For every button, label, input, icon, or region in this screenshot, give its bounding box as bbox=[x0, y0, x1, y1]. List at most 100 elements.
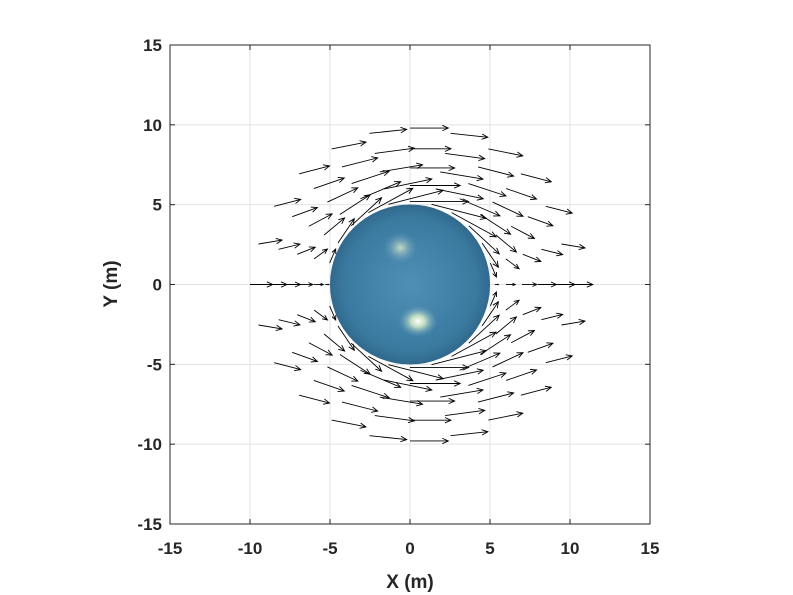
velocity-arrow bbox=[506, 188, 538, 201]
y-tick-label: 5 bbox=[153, 196, 162, 215]
velocity-arrow bbox=[495, 316, 518, 335]
velocity-arrow bbox=[410, 397, 456, 405]
velocity-arrow bbox=[505, 258, 520, 270]
velocity-arrow bbox=[435, 368, 485, 381]
velocity-arrow bbox=[510, 225, 536, 240]
x-tick-label: 5 bbox=[485, 539, 494, 558]
velocity-arrow bbox=[492, 201, 524, 217]
y-tick-label: 0 bbox=[153, 276, 162, 295]
velocity-arrow bbox=[329, 305, 337, 322]
velocity-arrow bbox=[368, 356, 414, 382]
velocity-arrow bbox=[410, 364, 470, 371]
velocity-arrow bbox=[495, 234, 518, 253]
velocity-arrow bbox=[278, 242, 301, 250]
velocity-arrow bbox=[374, 145, 416, 154]
velocity-arrow bbox=[323, 217, 346, 236]
velocity-arrow bbox=[313, 176, 346, 189]
velocity-arrow bbox=[468, 183, 507, 198]
velocity-arrow bbox=[274, 197, 302, 207]
velocity-arrow bbox=[481, 300, 500, 327]
x-tick-label: -15 bbox=[158, 539, 183, 558]
velocity-arrow bbox=[379, 396, 424, 407]
velocity-arrow bbox=[445, 152, 486, 161]
y-tick-label: -10 bbox=[137, 435, 162, 454]
velocity-arrow bbox=[308, 213, 334, 227]
velocity-arrow bbox=[527, 342, 554, 353]
velocity-arrow bbox=[541, 248, 564, 257]
velocity-arrow bbox=[350, 196, 383, 227]
velocity-arrow bbox=[522, 306, 542, 316]
velocity-arrow bbox=[339, 194, 372, 215]
velocity-arrow bbox=[510, 329, 536, 344]
velocity-arrow bbox=[410, 124, 450, 132]
velocity-arrow bbox=[297, 314, 317, 323]
sphere-obstacle bbox=[330, 204, 490, 365]
axes bbox=[169, 44, 651, 525]
velocity-arrow bbox=[451, 212, 498, 238]
x-tick-label: -10 bbox=[238, 539, 263, 558]
velocity-arrow bbox=[374, 415, 416, 424]
velocity-arrow bbox=[459, 198, 501, 217]
velocity-arrow bbox=[468, 225, 501, 255]
velocity-arrow bbox=[313, 380, 346, 393]
velocity-arrow bbox=[292, 351, 319, 363]
velocity-arrow bbox=[341, 401, 379, 413]
velocity-arrow bbox=[481, 242, 500, 269]
velocity-arrow bbox=[506, 368, 538, 381]
velocity-arrow bbox=[360, 181, 402, 200]
velocity-arrow bbox=[350, 342, 383, 373]
y-tick-label: 15 bbox=[143, 36, 162, 55]
velocity-arrow bbox=[489, 262, 497, 279]
y-tick-label: 10 bbox=[143, 116, 162, 135]
velocity-arrow bbox=[489, 290, 497, 307]
velocity-arrow bbox=[369, 435, 408, 443]
velocity-arrow bbox=[488, 411, 524, 421]
velocity-arrow bbox=[308, 342, 334, 356]
velocity-arrow bbox=[410, 417, 453, 424]
velocity-arrow bbox=[520, 173, 553, 184]
velocity-arrow bbox=[479, 214, 512, 235]
velocity-arrow bbox=[561, 243, 587, 251]
velocity-arrow bbox=[570, 281, 594, 288]
velocity-arrow bbox=[477, 166, 515, 178]
y-tick-label: -5 bbox=[147, 355, 162, 374]
velocity-arrow bbox=[351, 170, 391, 184]
velocity-arrow bbox=[468, 314, 501, 344]
velocity-arrow bbox=[494, 283, 500, 286]
velocity-arrow bbox=[331, 419, 368, 429]
velocity-arrow bbox=[450, 429, 489, 437]
velocity-arrow bbox=[327, 366, 359, 382]
velocity-arrow bbox=[468, 371, 507, 386]
velocity-arrow bbox=[506, 282, 517, 287]
y-axis-label: Y (m) bbox=[101, 260, 122, 307]
velocity-arrow bbox=[274, 362, 302, 372]
x-axis-label: X (m) bbox=[386, 572, 434, 593]
velocity-arrow bbox=[369, 126, 408, 134]
velocity-arrow bbox=[329, 247, 337, 264]
velocity-arrow bbox=[368, 187, 414, 213]
velocity-arrow bbox=[545, 354, 574, 364]
velocity-arrow bbox=[278, 319, 301, 327]
velocity-arrow bbox=[459, 352, 501, 371]
velocity-arrow bbox=[410, 437, 450, 445]
velocity-arrow bbox=[410, 145, 453, 152]
velocity-arrow bbox=[561, 318, 587, 326]
velocity-arrow bbox=[298, 282, 314, 287]
velocity-arrow bbox=[488, 148, 524, 158]
x-tick-label: -5 bbox=[322, 539, 337, 558]
tick-labels: -15 -10 -5 0 5 10 15 -15 -10 -5 0 5 10 15 bbox=[137, 36, 659, 558]
velocity-arrow bbox=[522, 282, 538, 287]
velocity-arrow bbox=[479, 334, 512, 355]
velocity-arrow bbox=[527, 216, 554, 227]
velocity-arrow bbox=[299, 164, 331, 175]
x-tick-label: 0 bbox=[405, 539, 414, 558]
velocity-arrow bbox=[410, 198, 470, 205]
velocity-arrow bbox=[477, 391, 515, 403]
velocity-arrow bbox=[410, 182, 462, 189]
velocity-arrow bbox=[410, 380, 462, 387]
velocity-arrow bbox=[522, 253, 542, 263]
velocity-arrow bbox=[337, 217, 355, 244]
velocity-arrow bbox=[451, 331, 498, 357]
velocity-arrow bbox=[258, 237, 284, 245]
